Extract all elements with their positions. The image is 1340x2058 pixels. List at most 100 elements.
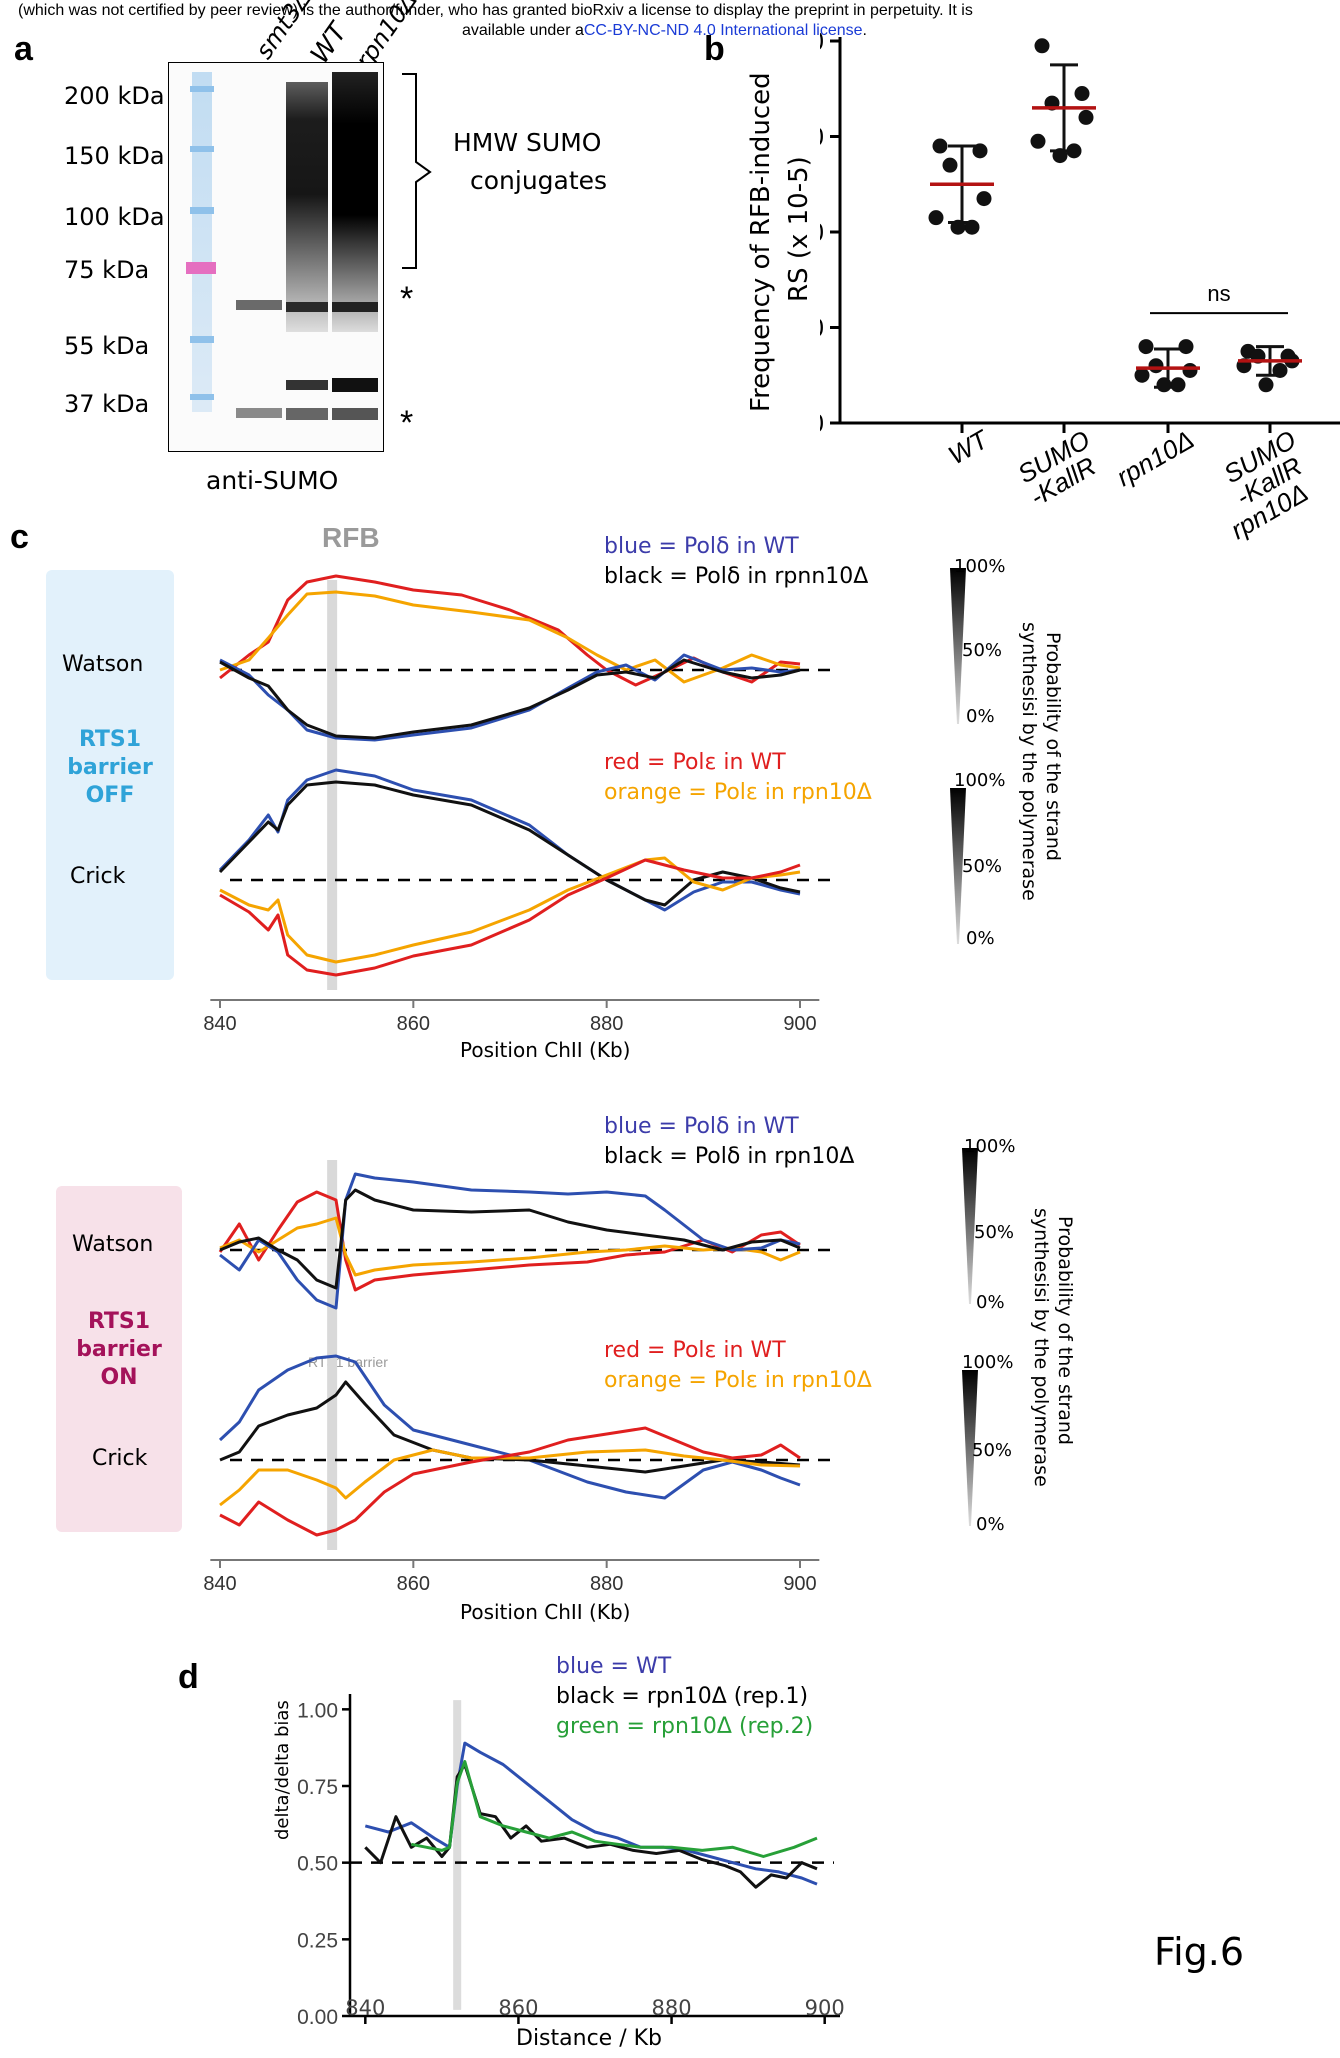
prob-label-off-1: Probability of the strand	[1042, 632, 1064, 861]
panel-d-letter: d	[178, 1658, 199, 1696]
scale-100-off-w: 100%	[954, 556, 1006, 577]
c-curve-black	[219, 1188, 801, 1290]
scale-0-off-c: 0%	[966, 928, 995, 949]
c-curve-red	[219, 858, 801, 977]
b-ytick-label: 0	[820, 408, 824, 438]
b-data-point	[1156, 377, 1172, 393]
b-ytick-label: 40	[820, 217, 824, 247]
watson-label-on: Watson	[72, 1232, 154, 1257]
rfb-label: RFB	[322, 522, 380, 553]
panel-c-off-xlabel: Position ChII (Kb)	[460, 1038, 631, 1062]
marker-200: 200 kDa	[64, 82, 165, 110]
c-xtick-label: 900	[783, 1573, 816, 1595]
d-ytick-label: 0.00	[297, 2006, 338, 2029]
b-data-point	[1182, 362, 1198, 378]
marker-55: 55 kDa	[64, 332, 150, 360]
b-ytick-label: 60	[820, 122, 824, 152]
b-data-point	[1066, 143, 1082, 159]
b-ytick-label: 20	[820, 313, 824, 343]
probability-scale-on-watson	[962, 1148, 978, 1304]
c-curve-black	[219, 658, 801, 740]
probability-scale-off-watson	[950, 568, 966, 724]
barrier-on-box	[56, 1186, 182, 1532]
c-xtick-label: 880	[590, 1573, 623, 1595]
d-ytick-label: 0.75	[297, 1776, 338, 1799]
b-data-point	[1052, 148, 1068, 164]
legend-pole-wt-off: red = Polε in WT	[604, 750, 786, 775]
rts1-on-label: RTS1 barrier ON	[56, 1308, 182, 1392]
b-data-point	[1272, 362, 1288, 378]
c-xtick-label: 880	[590, 1013, 623, 1030]
b-ns-label: ns	[1207, 281, 1230, 306]
probability-scale-off-crick	[950, 788, 966, 944]
b-data-point	[1074, 86, 1090, 102]
header-line-1: (which was not certified by peer review)…	[18, 2, 973, 19]
header-line2-pre: available under a	[462, 22, 584, 39]
d-ytick-label: 0.50	[297, 1853, 338, 1876]
rts1-on-line2: barrier	[76, 1337, 162, 1362]
crick-label-on: Crick	[92, 1446, 148, 1471]
d-xtick-label: 900	[804, 1996, 845, 2020]
c-xtick-label: 840	[203, 1573, 236, 1595]
d-xtick-label: 880	[651, 1996, 692, 2020]
rts1-off-label: RTS1 barrier OFF	[46, 726, 174, 810]
asterisk-upper: *	[400, 280, 414, 318]
panel-b-ylabel-1: Frequency of RFB-induced	[746, 72, 776, 412]
hmw-label-1: HMW SUMO	[453, 128, 602, 157]
scale-100-on-w: 100%	[964, 1136, 1016, 1157]
rts1-on-line1: RTS1	[87, 1309, 151, 1334]
panel-d-xlabel: Distance / Kb	[516, 2026, 662, 2051]
b-data-point	[1170, 377, 1186, 393]
panel-c-on-xlabel: Position ChII (Kb)	[460, 1600, 631, 1624]
figure-label: Fig.6	[1154, 1930, 1245, 1974]
prob-label-off-2: synthesisi by the polymerase	[1018, 622, 1040, 901]
b-category-label: WT	[943, 423, 995, 470]
b-data-point	[1138, 339, 1154, 355]
d-ytick-label: 1.00	[297, 1699, 338, 1722]
d-xtick-label: 860	[498, 1996, 539, 2020]
d-xtick-label: 840	[345, 1996, 386, 2020]
scale-50-on-c: 50%	[972, 1440, 1013, 1461]
b-data-point	[1178, 339, 1194, 355]
c-curve-blue	[218, 768, 801, 912]
c-curve-red	[219, 1426, 801, 1537]
scale-100-on-c: 100%	[962, 1352, 1014, 1373]
b-data-point	[942, 157, 958, 173]
marker-75: 75 kDa	[64, 256, 150, 284]
b-data-point	[932, 138, 948, 154]
c-xtick-label: 860	[397, 1013, 430, 1030]
barrier-off-box	[46, 570, 174, 980]
legend-pold-wt-on: blue = Polδ in WT	[604, 1114, 799, 1139]
rts1-off-line1: RTS1	[78, 727, 142, 752]
c-curve-orange	[219, 590, 801, 684]
b-category-line: rpn10Δ	[1111, 424, 1199, 492]
legend-d-rep2: green = rpn10Δ (rep.2)	[556, 1714, 814, 1739]
hmw-label-2: conjugates	[470, 166, 608, 195]
c-curve-orange	[219, 856, 801, 964]
panel-b-ylabel-2: RS (x 10-5)	[784, 156, 814, 302]
scale-50-off-w: 50%	[962, 640, 1003, 661]
d-series-line	[364, 1741, 818, 1886]
western-blot	[168, 62, 384, 452]
legend-pold-wt-off: blue = Polδ in WT	[604, 534, 799, 559]
hmw-bracket	[402, 73, 432, 269]
b-data-point	[976, 191, 992, 207]
b-data-point	[1078, 109, 1094, 125]
license-link[interactable]: CC-BY-NC-ND 4.0 International license	[583, 22, 863, 39]
c-rfb-band	[327, 580, 338, 990]
b-ytick-label: 80	[820, 26, 824, 56]
legend-pole-rpn-on: orange = Polε in rpn10Δ	[604, 1368, 872, 1393]
c-curve-red	[218, 1190, 801, 1292]
panel-c-on-chart: 840 860 880 900	[203, 1160, 836, 1595]
panel-a-letter: a	[14, 30, 33, 68]
legend-d-wt: blue = WT	[556, 1654, 672, 1679]
b-data-point	[950, 219, 966, 235]
legend-pole-wt-on: red = Polε in WT	[604, 1338, 786, 1363]
c-xtick-label: 860	[397, 1573, 430, 1595]
marker-100: 100 kDa	[64, 203, 165, 231]
b-category-label: SUMO-KallR	[1012, 424, 1101, 512]
panel-b-letter: b	[704, 30, 725, 68]
c-curve-orange	[219, 1448, 801, 1507]
